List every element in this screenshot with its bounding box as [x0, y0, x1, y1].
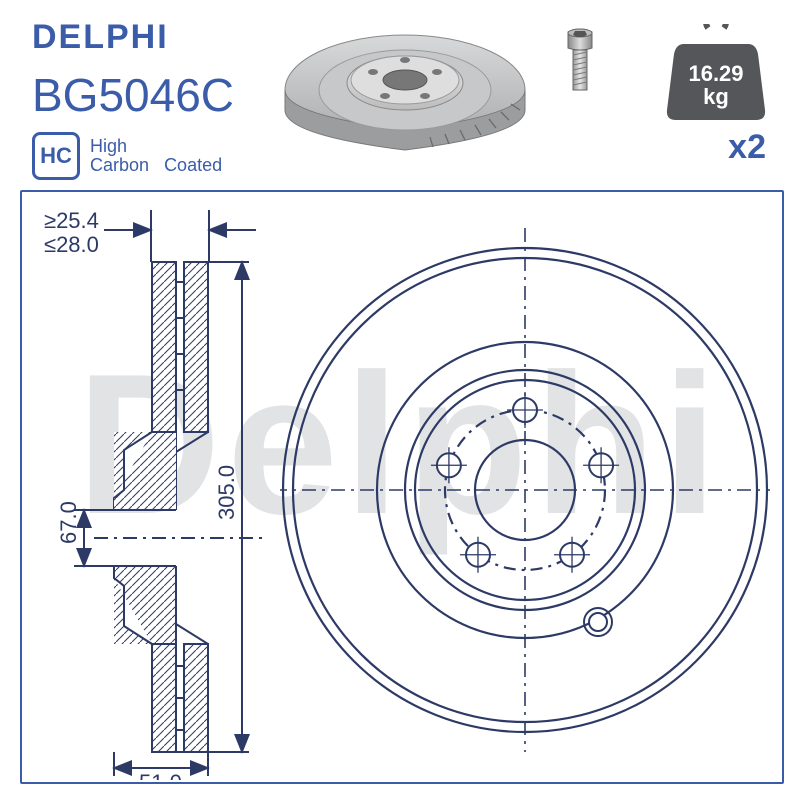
- part-number: BG5046C: [32, 68, 234, 122]
- quantity-label: x2: [728, 128, 766, 167]
- dim-thickness-max: ≤28.0: [44, 232, 99, 257]
- dim-thickness-min: ≥25.4: [44, 210, 99, 233]
- hc-box: HC: [32, 132, 80, 180]
- bolt-icon: [560, 28, 600, 103]
- dim-outer-diameter: 305.0: [214, 465, 239, 520]
- hc-line1: High: [90, 137, 222, 156]
- hc-text: High Carbon Coated: [90, 137, 222, 175]
- weight-value: 16.29 kg: [666, 62, 766, 108]
- weight-badge: 16.29 kg: [666, 24, 766, 122]
- front-view: [280, 208, 770, 783]
- dim-hub-bore: 67.0: [56, 501, 81, 544]
- product-photo: [275, 20, 535, 185]
- hc-line2: Carbon Coated: [90, 156, 222, 175]
- section-view: ≥25.4 ≤28.0 67.0 305.0 51.0: [44, 210, 274, 785]
- hc-badge: HC High Carbon Coated: [32, 132, 222, 180]
- brand-logo: DELPHI: [32, 18, 169, 57]
- dim-height: 51.0: [139, 770, 182, 780]
